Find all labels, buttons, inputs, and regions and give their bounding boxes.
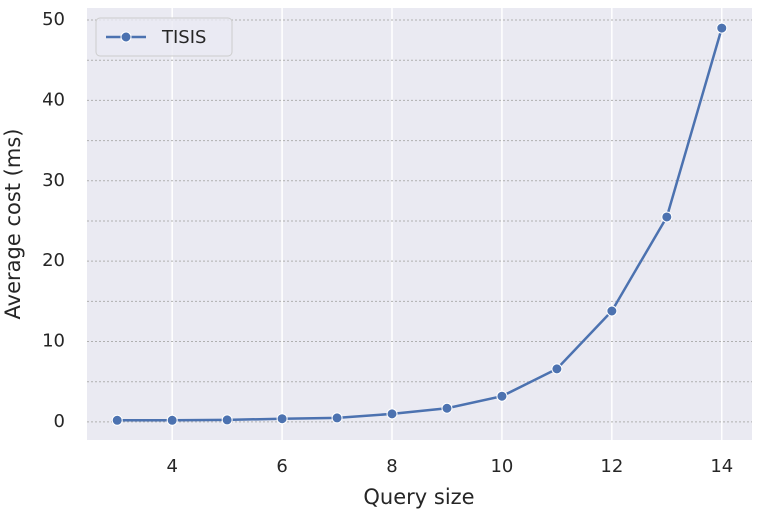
point: [551, 363, 563, 375]
point: [111, 414, 123, 426]
x-tick-label: 12: [600, 456, 623, 477]
y-axis-title: Average cost (ms): [1, 129, 25, 320]
x-tick-label: 10: [490, 456, 513, 477]
x-tick-label: 6: [276, 456, 287, 477]
plot-area: [87, 8, 752, 440]
series-line: [117, 27, 723, 422]
legend-marker: [120, 31, 132, 43]
point: [331, 412, 343, 424]
y-tick-label: 30: [42, 170, 65, 191]
point: [166, 414, 178, 426]
y-tick-label: 40: [42, 89, 65, 110]
x-axis-title: Query size: [363, 485, 474, 509]
legend-box: [95, 17, 233, 57]
y-tick-label: 50: [42, 9, 65, 30]
x-tick-label: 14: [710, 456, 733, 477]
y-tick-label: 20: [42, 250, 65, 271]
point: [221, 414, 233, 426]
point: [276, 413, 288, 425]
point: [496, 390, 508, 402]
point: [441, 402, 453, 414]
x-tick-label: 4: [166, 456, 177, 477]
point: [716, 22, 728, 34]
legend-label: TISIS: [161, 27, 206, 48]
point: [386, 408, 398, 420]
y-tick-label: 0: [54, 411, 65, 432]
x-tick-label: 8: [386, 456, 397, 477]
y-tick-label: 10: [42, 331, 65, 352]
point: [661, 211, 673, 223]
point: [606, 305, 618, 317]
